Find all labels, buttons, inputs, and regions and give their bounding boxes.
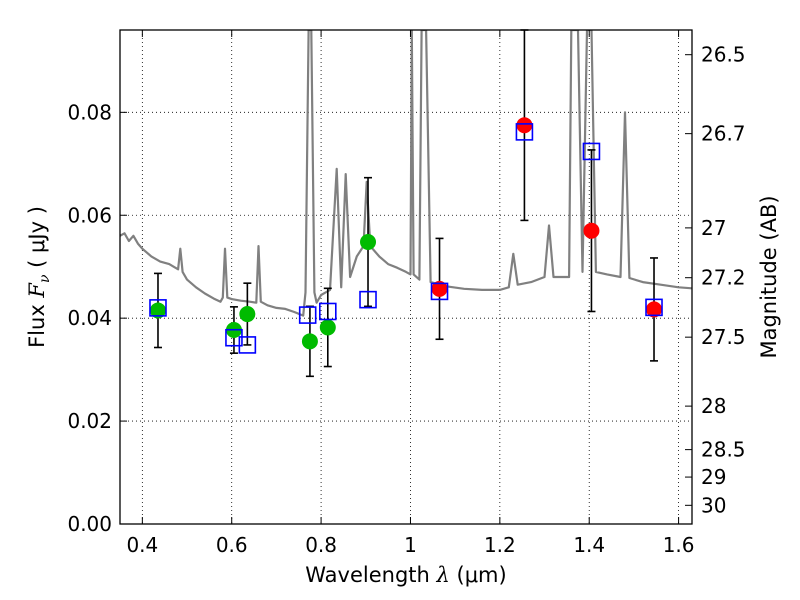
green-circle-point [360, 234, 377, 251]
y-tick-label: 0.04 [67, 306, 112, 330]
blue-square-point [149, 299, 167, 317]
model-spectrum-line [120, 30, 692, 317]
blue-square-point [645, 298, 663, 317]
x-tick-label: 0.8 [305, 533, 337, 557]
y2-tick-label: 27.2 [701, 266, 746, 290]
y-tick-label: 0.08 [67, 100, 112, 124]
x-axis-label: Wavelength λ (μm) [305, 563, 506, 587]
x-tick-label: 1.2 [484, 533, 516, 557]
x-tick-label: 0.4 [126, 533, 158, 557]
blue-square-point [515, 123, 534, 141]
y-tick-label: 0.00 [67, 512, 112, 536]
y2-tick-label: 30 [701, 493, 726, 517]
red-circle-point [516, 117, 533, 134]
y2-axis-label: Magnitude (AB) [757, 195, 781, 358]
blue-square-point [430, 282, 449, 301]
y2-tick-label: 26.7 [701, 122, 746, 146]
x-tick-label: 1.4 [573, 533, 605, 557]
x-axis-ticks: 0.4 0.6 0.8 1 1.2 1.4 1.6 [126, 30, 695, 557]
blue-square-point [582, 142, 601, 161]
y2-tick-label: 27.5 [701, 325, 746, 349]
y2-tick-label: 29 [701, 465, 726, 489]
plot-frame [119, 29, 693, 525]
y2-tick-label: 28.5 [701, 438, 746, 462]
green-circle-point [239, 306, 256, 323]
y-axis-ticks: 0.00 0.02 0.04 0.06 0.08 [67, 100, 127, 536]
green-circle-point [301, 333, 318, 350]
y2-tick-label: 26.5 [701, 43, 746, 67]
data-markers [149, 117, 663, 354]
x-tick-label: 1.6 [663, 533, 695, 557]
x-tick-label: 0.6 [216, 533, 248, 557]
y2-tick-label: 28 [701, 394, 726, 418]
y-axis-label: Flux Fν ( μJy ) [25, 206, 53, 348]
model-spectrum [120, 30, 692, 317]
plot-background [120, 30, 692, 524]
x-tick-label: 1 [404, 533, 417, 557]
y-tick-label: 0.02 [67, 409, 112, 433]
blue-square-point [318, 302, 337, 321]
blue-square-point [298, 306, 317, 324]
green-circle-point [319, 319, 336, 336]
blue-square-point [359, 290, 377, 309]
y-tick-label: 0.06 [67, 203, 112, 227]
y2-tick-label: 27 [701, 216, 726, 240]
blue-square-point [238, 336, 257, 354]
y2-axis-ticks: 26.5 26.7 27 27.2 27.5 28 28.5 29 30 [685, 43, 746, 517]
red-circle-point [583, 222, 600, 239]
